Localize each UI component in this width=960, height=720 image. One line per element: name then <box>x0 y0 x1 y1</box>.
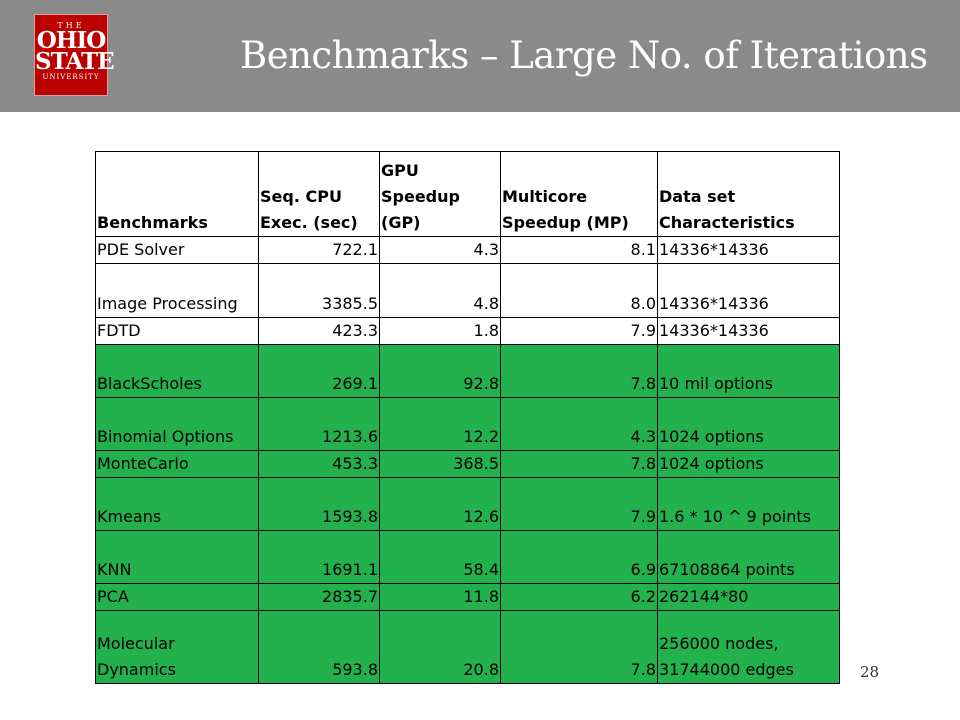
column-header: Data set Characteristics <box>657 151 840 237</box>
multicore-speedup-cell: 7.9 <box>500 317 658 345</box>
multicore-speedup-cell: 7.8 <box>500 610 658 684</box>
table-row: Kmeans 1593.8 12.6 7.9 1.6 * 10 ^ 9 points <box>95 477 840 531</box>
logo-ohio: OHIO <box>36 27 107 54</box>
table-row: Image Processing 3385.5 4.8 8.0 14336*14336 <box>95 263 840 318</box>
seq-cpu-cell: 453.3 <box>258 450 380 478</box>
gpu-speedup-cell: 92.8 <box>379 344 501 398</box>
dataset-cell: 14336*14336 <box>657 263 840 318</box>
seq-cpu-cell: 423.3 <box>258 317 380 345</box>
column-header: Multicore Speedup (MP) <box>500 151 658 237</box>
page-number: 28 <box>860 663 880 681</box>
table-header-row: Benchmarks Seq. CPU Exec. (sec) GPU Spee… <box>95 151 840 237</box>
seq-cpu-cell: 593.8 <box>258 610 380 684</box>
gpu-speedup-cell: 58.4 <box>379 530 501 584</box>
table-row: FDTD 423.3 1.8 7.9 14336*14336 <box>95 317 840 345</box>
ohio-state-logo: THE OHIO STATE UNIVERSITY <box>34 14 115 96</box>
gpu-speedup-cell: 20.8 <box>379 610 501 684</box>
benchmark-name-cell: PCA <box>95 583 259 611</box>
seq-cpu-cell: 2835.7 <box>258 583 380 611</box>
seq-cpu-cell: 269.1 <box>258 344 380 398</box>
dataset-cell: 1024 options <box>657 450 840 478</box>
gpu-speedup-cell: 11.8 <box>379 583 501 611</box>
benchmark-name-cell: Molecular Dynamics <box>95 610 259 684</box>
seq-cpu-cell: 1213.6 <box>258 397 380 451</box>
dataset-cell: 1.6 * 10 ^ 9 points <box>657 477 840 531</box>
logo-the: THE <box>57 21 85 30</box>
benchmark-name-cell: KNN <box>95 530 259 584</box>
gpu-speedup-cell: 12.2 <box>379 397 501 451</box>
dataset-cell: 14336*14336 <box>657 317 840 345</box>
dataset-cell: 256000 nodes, 31744000 edges <box>657 610 840 684</box>
dataset-cell: 14336*14336 <box>657 236 840 264</box>
multicore-speedup-cell: 7.8 <box>500 450 658 478</box>
benchmarks-table: Benchmarks Seq. CPU Exec. (sec) GPU Spee… <box>95 151 840 684</box>
logo-university: UNIVERSITY <box>42 73 100 81</box>
column-header: GPU Speedup (GP) <box>379 151 501 237</box>
table-row: PDE Solver 722.1 4.3 8.1 14336*14336 <box>95 236 840 264</box>
gpu-speedup-cell: 4.8 <box>379 263 501 318</box>
gpu-speedup-cell: 4.3 <box>379 236 501 264</box>
dataset-cell: 1024 options <box>657 397 840 451</box>
benchmark-name-cell: Kmeans <box>95 477 259 531</box>
table-row: KNN 1691.1 58.4 6.9 67108864 points <box>95 530 840 584</box>
seq-cpu-cell: 3385.5 <box>258 263 380 318</box>
table-row: Molecular Dynamics 593.8 20.8 7.8 256000 nod… <box>95 610 840 684</box>
table-row: BlackScholes 269.1 92.8 7.8 10 mil options <box>95 344 840 398</box>
gpu-speedup-cell: 368.5 <box>379 450 501 478</box>
logo-state: STATE <box>35 48 115 75</box>
dataset-cell: 262144*80 <box>657 583 840 611</box>
column-header: Seq. CPU Exec. (sec) <box>258 151 380 237</box>
column-header: Benchmarks <box>95 151 259 237</box>
multicore-speedup-cell: 6.2 <box>500 583 658 611</box>
dataset-cell: 67108864 points <box>657 530 840 584</box>
table-row: MonteCarlo 453.3 368.5 7.8 1024 options <box>95 450 840 478</box>
gpu-speedup-cell: 1.8 <box>379 317 501 345</box>
slide-header: THE OHIO STATE UNIVERSITY Benchmarks – L… <box>0 0 960 112</box>
benchmark-name-cell: Binomial Options <box>95 397 259 451</box>
multicore-speedup-cell: 8.1 <box>500 236 658 264</box>
benchmark-name-cell: PDE Solver <box>95 236 259 264</box>
slide-title: Benchmarks – Large No. of Iterations <box>240 34 928 77</box>
benchmark-name-cell: Image Processing <box>95 263 259 318</box>
table-row: Binomial Options 1213.6 12.2 4.3 1024 option… <box>95 397 840 451</box>
benchmark-name-cell: BlackScholes <box>95 344 259 398</box>
benchmark-name-cell: MonteCarlo <box>95 450 259 478</box>
seq-cpu-cell: 722.1 <box>258 236 380 264</box>
seq-cpu-cell: 1691.1 <box>258 530 380 584</box>
benchmark-name-cell: FDTD <box>95 317 259 345</box>
dataset-cell: 10 mil options <box>657 344 840 398</box>
multicore-speedup-cell: 7.8 <box>500 344 658 398</box>
gpu-speedup-cell: 12.6 <box>379 477 501 531</box>
multicore-speedup-cell: 8.0 <box>500 263 658 318</box>
multicore-speedup-cell: 6.9 <box>500 530 658 584</box>
table-row: PCA 2835.7 11.8 6.2 262144*80 <box>95 583 840 611</box>
multicore-speedup-cell: 7.9 <box>500 477 658 531</box>
seq-cpu-cell: 1593.8 <box>258 477 380 531</box>
multicore-speedup-cell: 4.3 <box>500 397 658 451</box>
